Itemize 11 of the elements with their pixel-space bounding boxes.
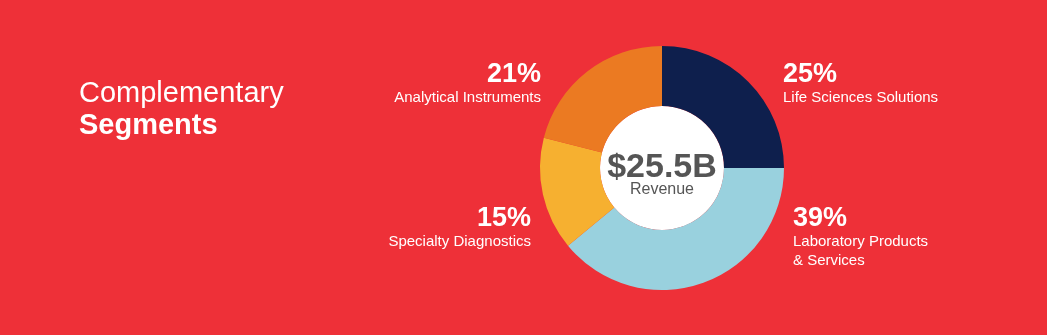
data-label: 21% xyxy=(486,58,541,88)
data-label: 15% xyxy=(476,202,531,232)
slice-label: Analytical Instruments xyxy=(394,88,541,105)
text: Complementary Segments xyxy=(79,76,284,140)
slice-label: Specialty Diagnostics xyxy=(388,232,531,249)
data-label: 25% xyxy=(783,58,838,88)
data-label: 39% xyxy=(793,202,848,232)
text: Revenue xyxy=(629,180,695,197)
slice-label: Life Sciences Solutions xyxy=(783,88,939,105)
slice-label: Laboratory Products & Services xyxy=(793,232,929,268)
donut-slice xyxy=(543,46,662,153)
